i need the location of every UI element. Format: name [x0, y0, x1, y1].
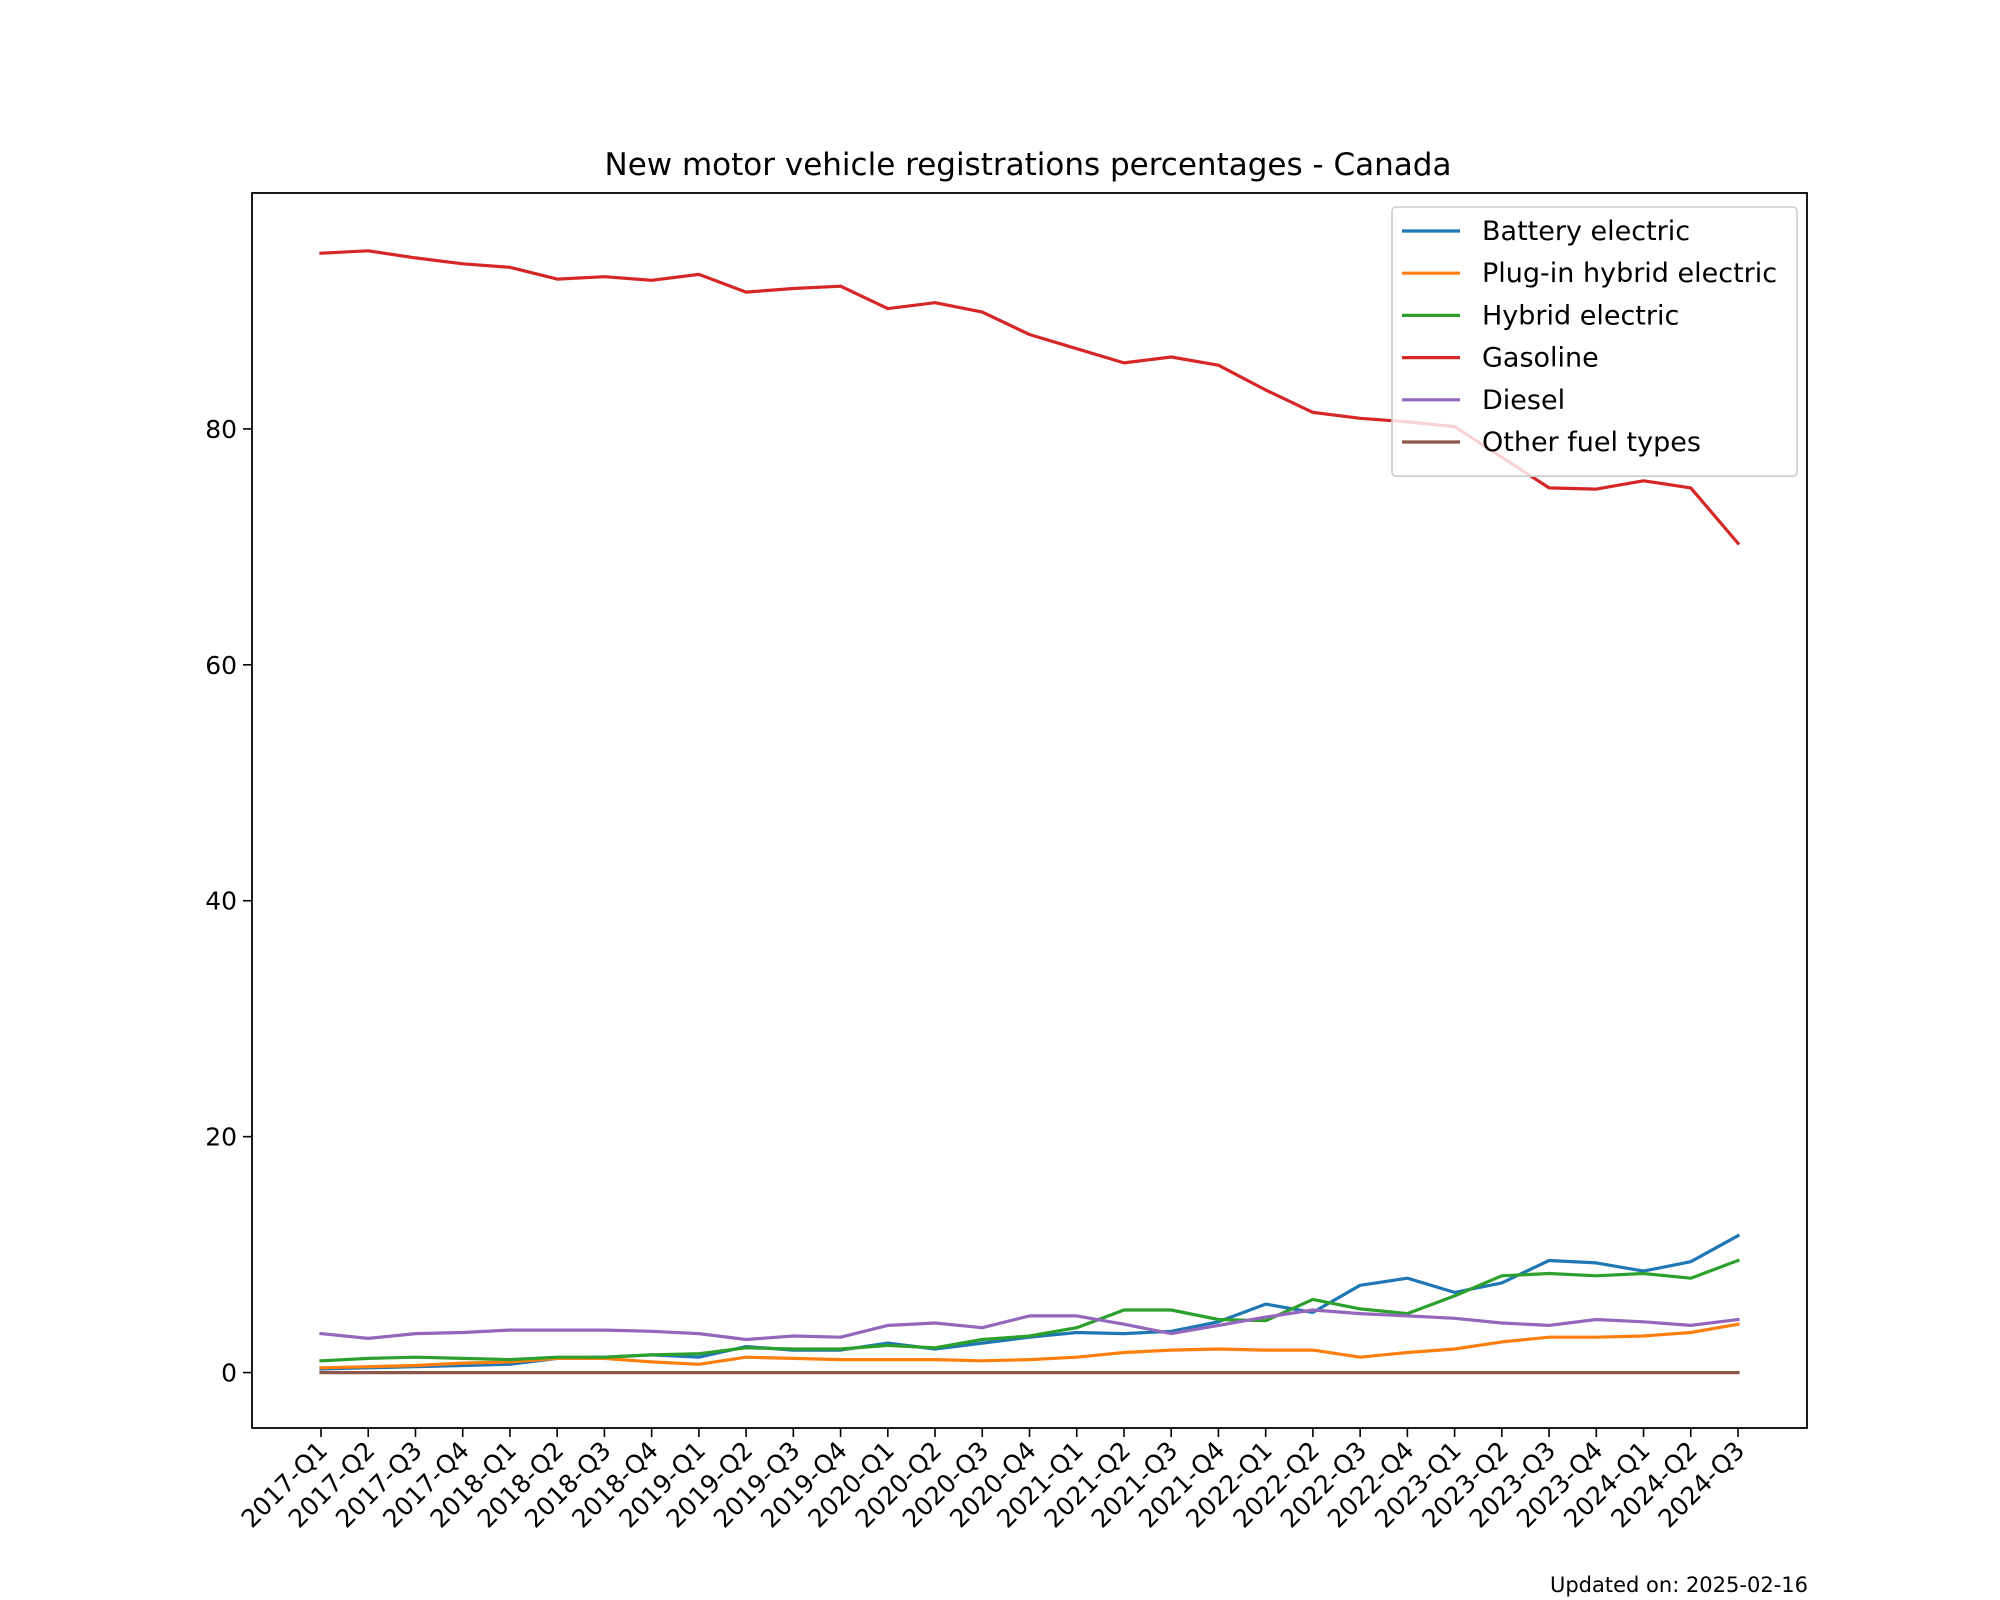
legend-label-other-fuel-types: Other fuel types [1482, 427, 1701, 458]
updated-on-footnote: Updated on: 2025-02-16 [1550, 1573, 1808, 1597]
y-tick-label: 40 [205, 887, 237, 916]
y-tick-label: 60 [205, 651, 237, 680]
y-tick-label: 80 [205, 415, 237, 444]
y-tick-label: 0 [221, 1359, 237, 1388]
y-axis: 0 20 40 60 80 [205, 415, 252, 1388]
legend-label-hybrid-electric: Hybrid electric [1482, 300, 1679, 331]
legend-box [1391, 206, 1798, 478]
series-line-diesel [319, 1308, 1740, 1342]
series-line-hybrid-electric [319, 1258, 1741, 1363]
legend-label-gasoline: Gasoline [1482, 343, 1599, 374]
legend: Battery electric Plug-in hybrid electric H… [1391, 206, 1798, 478]
legend-label-plug-in-hybrid-electric: Plug-in hybrid electric [1482, 258, 1777, 289]
chart-title: New motor vehicle registrations percenta… [605, 147, 1452, 183]
legend-label-diesel: Diesel [1482, 385, 1565, 416]
y-tick-label: 20 [205, 1123, 237, 1152]
series-layer [319, 249, 1741, 1375]
legend-label-battery-electric: Battery electric [1482, 216, 1690, 247]
